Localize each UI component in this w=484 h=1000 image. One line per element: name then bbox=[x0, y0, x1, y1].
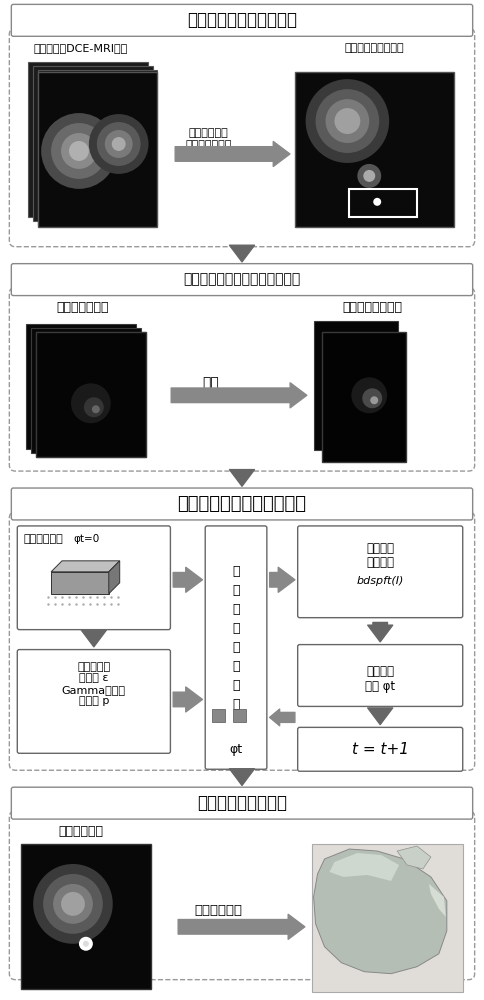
Text: 可视化显示病灶模块: 可视化显示病灶模块 bbox=[197, 794, 287, 812]
Circle shape bbox=[61, 892, 85, 916]
Circle shape bbox=[316, 89, 379, 153]
Text: 主动轮廓模型分割病灶模块: 主动轮廓模型分割病灶模块 bbox=[178, 495, 306, 513]
Circle shape bbox=[92, 405, 100, 413]
Text: φt=0: φt=0 bbox=[73, 534, 99, 544]
Circle shape bbox=[112, 137, 126, 151]
FancyBboxPatch shape bbox=[11, 4, 473, 36]
FancyBboxPatch shape bbox=[9, 288, 475, 471]
Bar bbox=[295, 72, 454, 227]
Text: t = t+1: t = t+1 bbox=[352, 742, 408, 757]
Bar bbox=[31, 328, 140, 453]
Circle shape bbox=[89, 114, 149, 174]
FancyBboxPatch shape bbox=[9, 28, 475, 247]
Bar bbox=[314, 320, 398, 450]
Bar bbox=[212, 709, 225, 722]
Circle shape bbox=[53, 884, 93, 924]
Circle shape bbox=[41, 113, 117, 189]
FancyBboxPatch shape bbox=[298, 727, 463, 771]
Text: 人工选取感兴趣区域模块: 人工选取感兴趣区域模块 bbox=[187, 11, 297, 29]
Bar bbox=[349, 189, 417, 217]
Bar bbox=[28, 62, 148, 217]
Text: 减影后感兴趣体积: 减影后感兴趣体积 bbox=[342, 301, 402, 314]
Bar bbox=[312, 844, 463, 992]
Circle shape bbox=[69, 141, 89, 161]
Bar bbox=[38, 70, 157, 225]
Text: 设置初始轮廓: 设置初始轮廓 bbox=[23, 534, 63, 544]
Text: 感兴趣区域序列: 感兴趣区域序列 bbox=[57, 301, 109, 314]
Text: 计
算
边
缘
停
止
阈
値: 计 算 边 缘 停 止 阈 値 bbox=[232, 565, 240, 711]
FancyBboxPatch shape bbox=[17, 650, 170, 753]
Bar bbox=[36, 332, 146, 457]
FancyBboxPatch shape bbox=[9, 811, 475, 980]
Circle shape bbox=[357, 164, 381, 188]
Circle shape bbox=[351, 377, 387, 413]
Bar bbox=[233, 709, 246, 722]
Circle shape bbox=[33, 864, 113, 944]
FancyBboxPatch shape bbox=[11, 787, 473, 819]
Text: 设置边缘: 设置边缘 bbox=[366, 542, 394, 555]
Polygon shape bbox=[109, 561, 120, 594]
Circle shape bbox=[79, 937, 93, 951]
Circle shape bbox=[83, 941, 89, 947]
FancyBboxPatch shape bbox=[205, 526, 267, 769]
Polygon shape bbox=[397, 846, 431, 869]
Text: 选取病灶增强
明显的断层图像: 选取病灶增强 明显的断层图像 bbox=[185, 128, 231, 150]
Text: 曲面演化: 曲面演化 bbox=[366, 665, 394, 678]
FancyBboxPatch shape bbox=[11, 264, 473, 296]
FancyBboxPatch shape bbox=[9, 512, 475, 770]
Bar bbox=[33, 66, 152, 221]
Polygon shape bbox=[330, 853, 399, 881]
Text: 减影: 减影 bbox=[202, 376, 219, 390]
Polygon shape bbox=[51, 572, 109, 594]
Circle shape bbox=[305, 79, 389, 163]
FancyBboxPatch shape bbox=[298, 526, 463, 618]
Bar bbox=[36, 332, 146, 457]
Circle shape bbox=[363, 170, 375, 182]
Polygon shape bbox=[314, 849, 447, 974]
Circle shape bbox=[84, 397, 104, 417]
Text: 设置迭代停
止阈値 ε
Gamma累积分
布概率 p: 设置迭代停 止阈値 ε Gamma累积分 布概率 p bbox=[62, 662, 126, 706]
FancyBboxPatch shape bbox=[17, 526, 170, 630]
Circle shape bbox=[363, 388, 382, 408]
Circle shape bbox=[370, 396, 378, 404]
Text: 显示三维病灶: 显示三维病灶 bbox=[194, 904, 242, 917]
Bar bbox=[321, 332, 406, 462]
Text: 停止函数: 停止函数 bbox=[366, 556, 394, 569]
Text: bdspft(I): bdspft(I) bbox=[357, 576, 404, 586]
Circle shape bbox=[97, 122, 140, 166]
Text: 计算 φt: 计算 φt bbox=[365, 680, 395, 693]
Bar bbox=[21, 844, 151, 989]
Text: 框选获得感兴趣区域: 框选获得感兴趣区域 bbox=[345, 43, 404, 53]
Polygon shape bbox=[429, 884, 446, 917]
Polygon shape bbox=[51, 561, 120, 572]
Circle shape bbox=[61, 133, 97, 169]
Text: 自动获取减影后感兴趣体积模块: 自动获取减影后感兴趣体积模块 bbox=[183, 273, 301, 287]
Circle shape bbox=[334, 108, 360, 134]
Text: φt: φt bbox=[229, 743, 242, 756]
FancyBboxPatch shape bbox=[298, 645, 463, 706]
FancyBboxPatch shape bbox=[11, 488, 473, 520]
Circle shape bbox=[43, 874, 103, 934]
Circle shape bbox=[71, 383, 111, 423]
Circle shape bbox=[105, 130, 133, 158]
Circle shape bbox=[51, 123, 107, 179]
Text: 待分割乳腽DCE-MRI序列: 待分割乳腽DCE-MRI序列 bbox=[34, 43, 128, 53]
Circle shape bbox=[326, 99, 369, 143]
Text: 标记病灶位置: 标记病灶位置 bbox=[59, 825, 104, 838]
Bar bbox=[38, 72, 157, 227]
Circle shape bbox=[373, 198, 381, 206]
Bar bbox=[26, 324, 136, 449]
